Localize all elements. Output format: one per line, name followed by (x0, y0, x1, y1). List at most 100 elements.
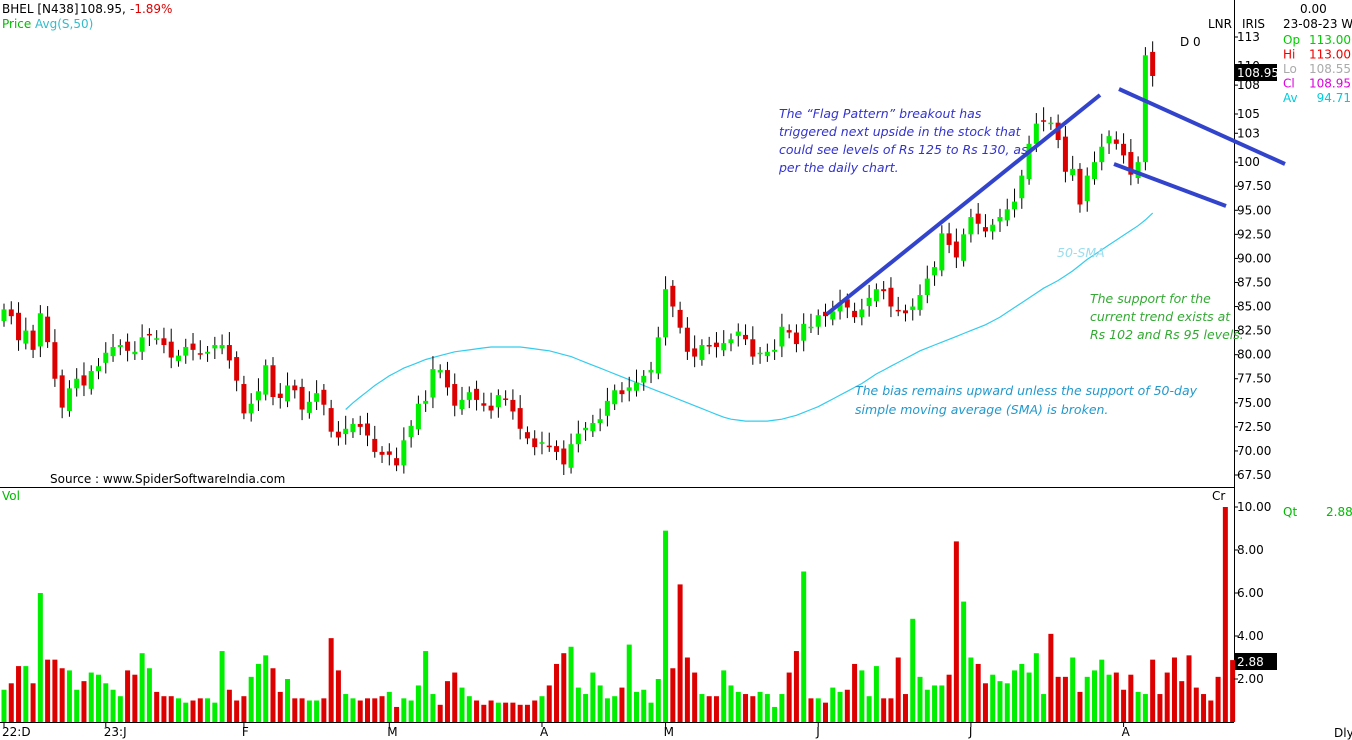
candle-body (423, 400, 429, 404)
volume-bar (510, 702, 516, 722)
candle-body (684, 327, 690, 352)
volume-bar (1128, 674, 1134, 722)
volume-bar (815, 698, 821, 722)
candle-body (670, 285, 676, 307)
candle-body (590, 423, 596, 432)
volume-bar (45, 659, 51, 722)
volume-bar (932, 685, 938, 722)
candle-body (466, 392, 472, 400)
candle-body (219, 345, 225, 349)
volume-bar (539, 696, 545, 722)
volume-bar (1215, 676, 1221, 722)
volume-bar (401, 698, 407, 722)
volume-bar (437, 704, 443, 722)
candle-body (1, 309, 7, 321)
volume-axis-ticks: 10.00 8.00 6.00 4.00 2.00 (1234, 500, 1271, 686)
qt-value: 2.88 (1326, 505, 1352, 519)
volume-bar (844, 689, 850, 722)
volume-bar (263, 655, 269, 722)
volume-bar (1019, 663, 1025, 722)
candle-body (888, 287, 894, 307)
candle-body (125, 341, 131, 351)
price-tick-label: 82.50 (1237, 324, 1271, 338)
volume-bar (524, 704, 530, 722)
current-price-label: 108.95 (1237, 66, 1279, 80)
volume-bar (103, 683, 109, 722)
candle-body (924, 278, 930, 295)
volume-bar (764, 694, 770, 722)
volume-unit: Cr (1212, 489, 1225, 503)
candle-body (495, 395, 501, 408)
volume-bar (633, 691, 639, 722)
bias-annotation-line-2: simple moving average (SMA) is broken. (855, 402, 1108, 417)
candle-body (1004, 209, 1010, 221)
volume-bar (248, 676, 254, 722)
volume-bar (684, 657, 690, 722)
candle-body (844, 299, 850, 308)
sma-line (345, 212, 1154, 422)
volume-bar (197, 698, 203, 722)
candle-body (74, 378, 80, 389)
candle-body (895, 309, 901, 312)
volume-bar (837, 691, 843, 722)
volume-bar (546, 685, 552, 722)
candle-body (350, 423, 356, 433)
volume-bar (1041, 694, 1047, 722)
volume-bar (648, 702, 654, 722)
candle-body (779, 326, 785, 347)
candle-body (517, 408, 523, 429)
candle-body (808, 326, 814, 329)
volume-bar (1070, 657, 1076, 722)
volume-bar (175, 698, 181, 722)
volume-bar (590, 672, 596, 722)
candle-body (474, 388, 480, 400)
candle-body (982, 227, 988, 232)
volume-bar (517, 704, 523, 722)
candle-body (1048, 122, 1054, 125)
flag-annotation-line-2: triggered next upside in the stock that (779, 124, 1022, 139)
volume-bar (1084, 676, 1090, 722)
volume-bar (495, 702, 501, 722)
candle-body (743, 334, 749, 340)
candle-body (932, 267, 938, 276)
candle-body (655, 337, 661, 374)
symbol-label: BHEL [N438] (2, 2, 79, 16)
volume-bar (779, 694, 785, 722)
volume-bar (968, 657, 974, 722)
candle-body (277, 393, 283, 398)
volume-bar (670, 668, 676, 722)
volume-bar (655, 679, 661, 722)
candle-body (372, 438, 378, 452)
volume-bar (350, 698, 356, 722)
source-credit: Source : www.SpiderSoftwareIndia.com (50, 472, 285, 486)
iris-label: IRIS (1242, 17, 1265, 31)
volume-bar (692, 672, 698, 722)
candle-body (241, 384, 247, 414)
ohlc-label: Av (1283, 91, 1298, 105)
candle-body (183, 346, 189, 356)
volume-bar (52, 659, 58, 722)
flag-annotation-line-4: per the daily chart. (778, 160, 899, 175)
ohlc-readout: Op 113.00 Hi 113.00 Lo 108.55 Cl 108.95 Av 94.71 (1283, 33, 1351, 105)
candle-body (146, 333, 152, 336)
volume-bar (234, 700, 240, 722)
volume-bar (474, 700, 480, 722)
candle-body (975, 213, 981, 224)
volume-bar (597, 685, 603, 722)
candle-body (1150, 51, 1156, 76)
price-tick-label: 97.50 (1237, 179, 1271, 193)
date-label: 23-08-23 We (1283, 17, 1352, 31)
volume-bar (488, 700, 494, 722)
volume-bar (902, 694, 908, 722)
volume-bar (823, 702, 829, 722)
candle-body (946, 233, 952, 245)
volume-bar (772, 706, 778, 722)
volume-bar (88, 672, 94, 722)
candle-body (394, 458, 400, 466)
candle-body (452, 384, 458, 406)
candle-body (830, 311, 836, 320)
volume-bar (481, 704, 487, 722)
lnr-label: LNR (1208, 17, 1232, 31)
candle-body (117, 345, 123, 347)
